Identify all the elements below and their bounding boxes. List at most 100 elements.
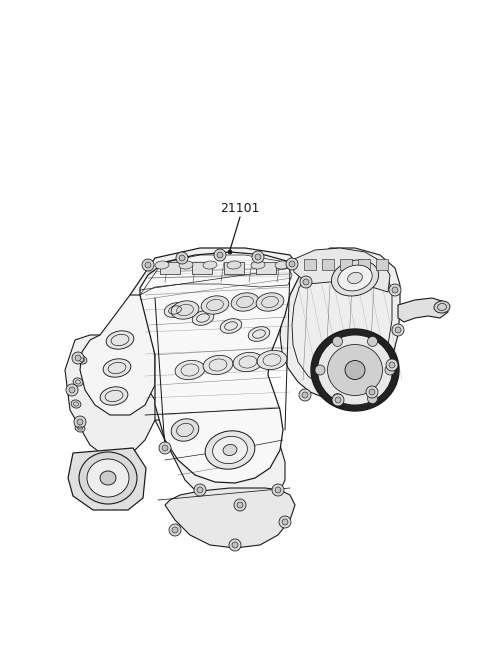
Circle shape <box>386 359 398 371</box>
Circle shape <box>299 389 311 401</box>
Circle shape <box>66 384 78 396</box>
Ellipse shape <box>77 356 87 364</box>
Ellipse shape <box>155 261 169 269</box>
Circle shape <box>368 337 377 346</box>
Circle shape <box>237 502 243 508</box>
Ellipse shape <box>275 261 289 269</box>
Polygon shape <box>160 262 180 274</box>
Polygon shape <box>65 335 155 460</box>
Ellipse shape <box>203 261 217 269</box>
Circle shape <box>172 527 178 533</box>
Circle shape <box>389 362 395 368</box>
Ellipse shape <box>338 265 372 291</box>
Circle shape <box>275 487 281 493</box>
Circle shape <box>229 539 241 551</box>
Circle shape <box>252 251 264 263</box>
Circle shape <box>333 394 343 403</box>
Circle shape <box>315 365 325 375</box>
Polygon shape <box>398 298 448 322</box>
Circle shape <box>392 324 404 336</box>
Polygon shape <box>340 259 352 270</box>
Text: 21101: 21101 <box>220 202 260 215</box>
Circle shape <box>159 442 171 454</box>
Circle shape <box>286 258 298 270</box>
Circle shape <box>333 337 343 346</box>
Circle shape <box>77 419 83 425</box>
Ellipse shape <box>223 445 237 455</box>
Polygon shape <box>192 262 212 274</box>
Polygon shape <box>155 398 285 510</box>
Ellipse shape <box>203 356 233 375</box>
Ellipse shape <box>348 272 362 283</box>
Circle shape <box>194 484 206 496</box>
Polygon shape <box>165 488 295 548</box>
Circle shape <box>392 287 398 293</box>
Circle shape <box>389 284 401 296</box>
Ellipse shape <box>233 352 263 372</box>
Circle shape <box>234 499 246 511</box>
Ellipse shape <box>220 319 242 333</box>
Circle shape <box>282 519 288 525</box>
Circle shape <box>232 542 238 548</box>
Polygon shape <box>140 252 300 483</box>
Circle shape <box>75 355 81 361</box>
Circle shape <box>303 279 309 285</box>
Ellipse shape <box>106 331 134 349</box>
Circle shape <box>176 252 188 264</box>
Ellipse shape <box>100 387 128 405</box>
Polygon shape <box>304 259 316 270</box>
Polygon shape <box>68 448 146 510</box>
Ellipse shape <box>179 261 193 269</box>
Ellipse shape <box>87 459 129 497</box>
Ellipse shape <box>331 260 379 296</box>
Ellipse shape <box>231 293 259 311</box>
Circle shape <box>369 389 375 395</box>
Polygon shape <box>280 248 400 398</box>
Circle shape <box>255 254 261 260</box>
Ellipse shape <box>73 378 83 386</box>
Ellipse shape <box>434 301 450 313</box>
Ellipse shape <box>257 350 287 369</box>
Circle shape <box>302 392 308 398</box>
Circle shape <box>279 516 291 528</box>
Polygon shape <box>322 259 334 270</box>
Ellipse shape <box>248 327 270 341</box>
Circle shape <box>300 276 312 288</box>
Circle shape <box>142 259 154 271</box>
Ellipse shape <box>256 293 284 311</box>
Circle shape <box>214 249 226 261</box>
Circle shape <box>74 416 86 428</box>
Polygon shape <box>65 295 390 555</box>
Ellipse shape <box>227 261 241 269</box>
Circle shape <box>368 394 377 403</box>
Polygon shape <box>80 295 155 415</box>
Ellipse shape <box>164 302 186 318</box>
Circle shape <box>162 445 168 451</box>
Circle shape <box>217 252 223 258</box>
Ellipse shape <box>100 471 116 485</box>
Polygon shape <box>224 262 244 274</box>
Ellipse shape <box>201 296 229 314</box>
Circle shape <box>179 255 185 261</box>
Circle shape <box>366 386 378 398</box>
Polygon shape <box>130 248 300 305</box>
Circle shape <box>228 250 232 254</box>
Circle shape <box>197 487 203 493</box>
Ellipse shape <box>213 436 247 464</box>
Polygon shape <box>292 248 390 292</box>
Ellipse shape <box>79 452 137 504</box>
Circle shape <box>385 365 395 375</box>
Polygon shape <box>256 262 276 274</box>
Circle shape <box>169 524 181 536</box>
Circle shape <box>395 327 401 333</box>
Circle shape <box>335 397 341 403</box>
Circle shape <box>289 261 295 267</box>
Circle shape <box>69 387 75 393</box>
Polygon shape <box>376 259 388 270</box>
Ellipse shape <box>345 361 365 380</box>
Ellipse shape <box>317 335 393 405</box>
Circle shape <box>145 262 151 268</box>
Circle shape <box>72 352 84 364</box>
Polygon shape <box>358 259 370 270</box>
Ellipse shape <box>251 261 265 269</box>
